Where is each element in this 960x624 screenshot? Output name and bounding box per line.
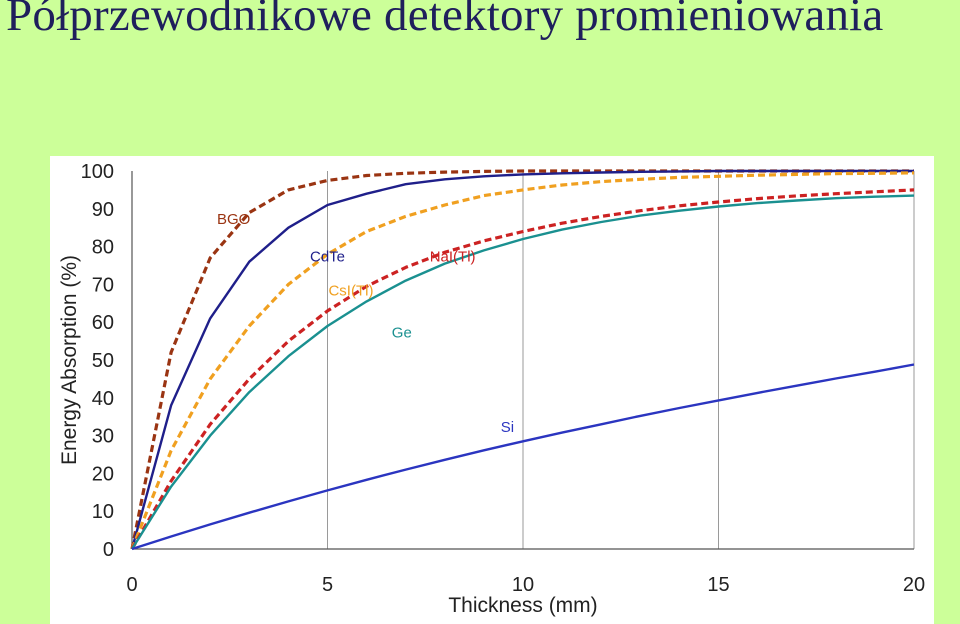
series-line-cdte xyxy=(130,169,914,550)
tick-labels: 0 10 20 30 40 50 60 70 80 90 100 0 5 10 15 20 xyxy=(81,161,926,596)
y-tick-label: 70 xyxy=(92,274,114,296)
series-line-nai-tl xyxy=(130,188,915,550)
y-tick-label: 50 xyxy=(92,350,114,372)
series-line-ge xyxy=(130,194,915,550)
y-tick-label: 100 xyxy=(81,161,114,183)
y-tick-label: 0 xyxy=(103,539,114,561)
y-tick-label: 80 xyxy=(92,237,114,259)
series-label-ge: Ge xyxy=(392,324,412,341)
series-label-nai-tl: NaI(Tl) xyxy=(430,249,476,266)
y-tick-label: 40 xyxy=(92,388,114,410)
y-tick-label: 30 xyxy=(92,426,114,448)
series-label-si: Si xyxy=(501,419,514,436)
y-tick-label: 60 xyxy=(92,312,114,334)
slide-title: Półprzewodnikowe detektory promieniowani… xyxy=(6,0,884,41)
x-tick-label: 15 xyxy=(707,574,729,596)
y-axis-title: Energy Absorption (%) xyxy=(58,255,81,465)
series-label-cdte: CdTe xyxy=(310,249,345,266)
series-line-si xyxy=(131,363,915,551)
x-tick-label: 10 xyxy=(512,574,534,596)
chart-panel: BGO CdTe CsI(Tl) NaI(Tl) Ge Si 0 10 20 30 40 50 60 7… xyxy=(50,156,934,624)
y-tick-label: 90 xyxy=(92,199,114,221)
x-axis-title: Thickness (mm) xyxy=(448,594,597,617)
y-tick-label: 20 xyxy=(92,463,114,485)
series-line-csi-tl xyxy=(130,171,915,550)
series-label-bgo: BGO xyxy=(217,211,250,228)
x-tick-label: 20 xyxy=(903,574,925,596)
y-tick-label: 10 xyxy=(92,501,114,523)
series-lines xyxy=(130,169,915,551)
axes xyxy=(131,171,914,550)
grid-lines xyxy=(327,171,915,549)
series-labels: BGO CdTe CsI(Tl) NaI(Tl) Ge Si xyxy=(217,211,514,436)
x-tick-label: 5 xyxy=(322,574,333,596)
x-tick-label: 0 xyxy=(126,574,137,596)
series-label-csi-tl: CsI(Tl) xyxy=(328,283,373,300)
